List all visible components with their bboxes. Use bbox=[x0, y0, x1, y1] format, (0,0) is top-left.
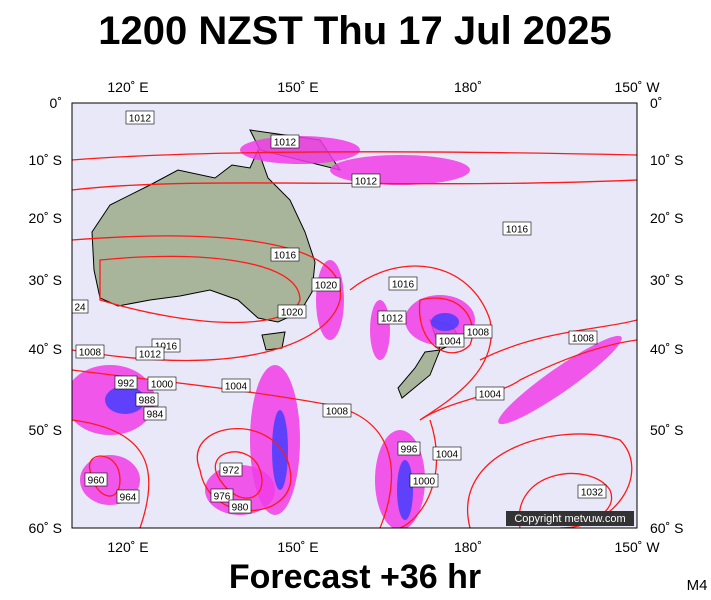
isobar-label: 1012 bbox=[355, 177, 378, 188]
longitude-label: 180˚ bbox=[454, 539, 482, 555]
isobar-label-box bbox=[577, 484, 607, 499]
isobar-label: 984 bbox=[147, 410, 164, 421]
isobar-label: 992 bbox=[118, 379, 135, 390]
latitude-label: 0˚ bbox=[50, 95, 62, 111]
map-frame bbox=[71, 102, 638, 529]
isobar-label-box bbox=[135, 392, 159, 407]
map-area: 1012101210121016101610201020101610121004… bbox=[72, 103, 637, 528]
isobar-label-box bbox=[568, 330, 598, 345]
isobar-label-box bbox=[435, 333, 465, 348]
isobar-label-box bbox=[388, 276, 418, 291]
isobar-label-box bbox=[277, 304, 307, 319]
isobar-label: 1020 bbox=[281, 308, 304, 319]
isobar-label-box bbox=[147, 376, 177, 391]
isobar-label: 1004 bbox=[439, 337, 462, 348]
latitude-label: 0˚ bbox=[650, 95, 662, 111]
isobar-label-box bbox=[377, 310, 407, 325]
isobar-label-box bbox=[463, 324, 493, 339]
isobar-label: 988 bbox=[139, 396, 156, 407]
copyright-box bbox=[506, 511, 634, 526]
isobar-label: 1012 bbox=[274, 138, 297, 149]
isobar-label-box bbox=[219, 462, 243, 477]
latitude-label: 50˚ S bbox=[650, 422, 683, 438]
isobar-label-box bbox=[432, 446, 462, 461]
latitude-label: 20˚ S bbox=[29, 210, 62, 226]
footer: Forecast +36 hr bbox=[229, 558, 481, 596]
isobar-label: 976 bbox=[214, 492, 231, 503]
latitude-label: 50˚ S bbox=[29, 422, 62, 438]
isobar-label: 1008 bbox=[326, 407, 349, 418]
isobar-label: 1004 bbox=[225, 382, 248, 393]
isobar-label: 972 bbox=[223, 466, 240, 477]
latitude-label: 30˚ S bbox=[29, 272, 62, 288]
isobar-label-box bbox=[210, 488, 234, 503]
isobar-label-box bbox=[311, 277, 341, 292]
isobar-label: 964 bbox=[120, 493, 137, 504]
isobar-label: 1016 bbox=[506, 225, 529, 236]
copyright: Copyright metvuw.com bbox=[514, 513, 625, 525]
isobar-label: 1016 bbox=[155, 342, 178, 353]
isobar-label-box bbox=[114, 375, 138, 390]
isobar-label-box bbox=[270, 134, 300, 149]
latitude-label: 30˚ S bbox=[650, 272, 683, 288]
latitude-label: 40˚ S bbox=[29, 341, 62, 357]
isobar-label: 1000 bbox=[151, 380, 174, 391]
precipitation bbox=[72, 136, 622, 528]
isobar-label: 1004 bbox=[436, 450, 459, 461]
isobar-label: 24 bbox=[74, 303, 86, 314]
isobar-label-box bbox=[228, 499, 252, 514]
isobar-label: 1008 bbox=[572, 334, 595, 345]
longitude-label: 150˚ E bbox=[277, 79, 318, 95]
latitude-label: 10˚ S bbox=[29, 152, 62, 168]
isobar-label: 980 bbox=[232, 503, 249, 514]
isobar-label-box bbox=[351, 173, 381, 188]
isobar-label-box bbox=[75, 344, 105, 359]
isobar-label-box bbox=[475, 386, 505, 401]
longitude-label: 120˚ E bbox=[107, 539, 148, 555]
isobar-label-box bbox=[221, 378, 251, 393]
longitude-label: 150˚ W bbox=[614, 79, 660, 95]
isobar-label: 1016 bbox=[392, 280, 415, 291]
isobar-label-box bbox=[125, 110, 155, 125]
isobar-label: 1004 bbox=[479, 390, 502, 401]
isobar-label-box bbox=[502, 221, 532, 236]
isobar-label: 996 bbox=[401, 445, 418, 456]
latitude-label: 60˚ S bbox=[29, 520, 62, 536]
isobar-label: 1012 bbox=[381, 314, 404, 325]
isobar-label-box bbox=[270, 247, 300, 262]
isobar-label-box bbox=[84, 472, 108, 487]
isobar-label-box bbox=[397, 441, 421, 456]
isobar-label: 1016 bbox=[274, 251, 297, 262]
isobar-label-box bbox=[135, 346, 165, 361]
latitude-label: 20˚ S bbox=[650, 210, 683, 226]
longitude-label: 180˚ bbox=[454, 79, 482, 95]
longitude-label: 150˚ E bbox=[277, 539, 318, 555]
isobar-label: 1012 bbox=[139, 350, 162, 361]
isobar-label: 960 bbox=[88, 476, 105, 487]
australia bbox=[91, 148, 316, 323]
isobar-label: 1012 bbox=[129, 114, 152, 125]
isobar-label-box bbox=[143, 406, 167, 421]
isobar-label: 1000 bbox=[413, 477, 436, 488]
longitude-label: 120˚ E bbox=[107, 79, 148, 95]
longitude-label: 150˚ W bbox=[614, 539, 660, 555]
isobar-label: 1020 bbox=[315, 281, 338, 292]
isobar-label: 1032 bbox=[581, 488, 604, 499]
model-code: M4 bbox=[687, 577, 708, 594]
latitude-label: 40˚ S bbox=[650, 341, 683, 357]
isobar-label-box bbox=[72, 299, 89, 314]
isobars bbox=[72, 151, 637, 528]
latitude-label: 10˚ S bbox=[650, 152, 683, 168]
latitude-label: 60˚ S bbox=[650, 520, 683, 536]
isobar-label: 1008 bbox=[467, 328, 490, 339]
isobar-label-box bbox=[322, 403, 352, 418]
isobar-label: 1008 bbox=[79, 348, 102, 359]
isobar-label-box bbox=[409, 473, 439, 488]
isobar-label-box bbox=[116, 489, 140, 504]
title: 1200 NZST Thu 17 Jul 2025 bbox=[98, 9, 612, 53]
